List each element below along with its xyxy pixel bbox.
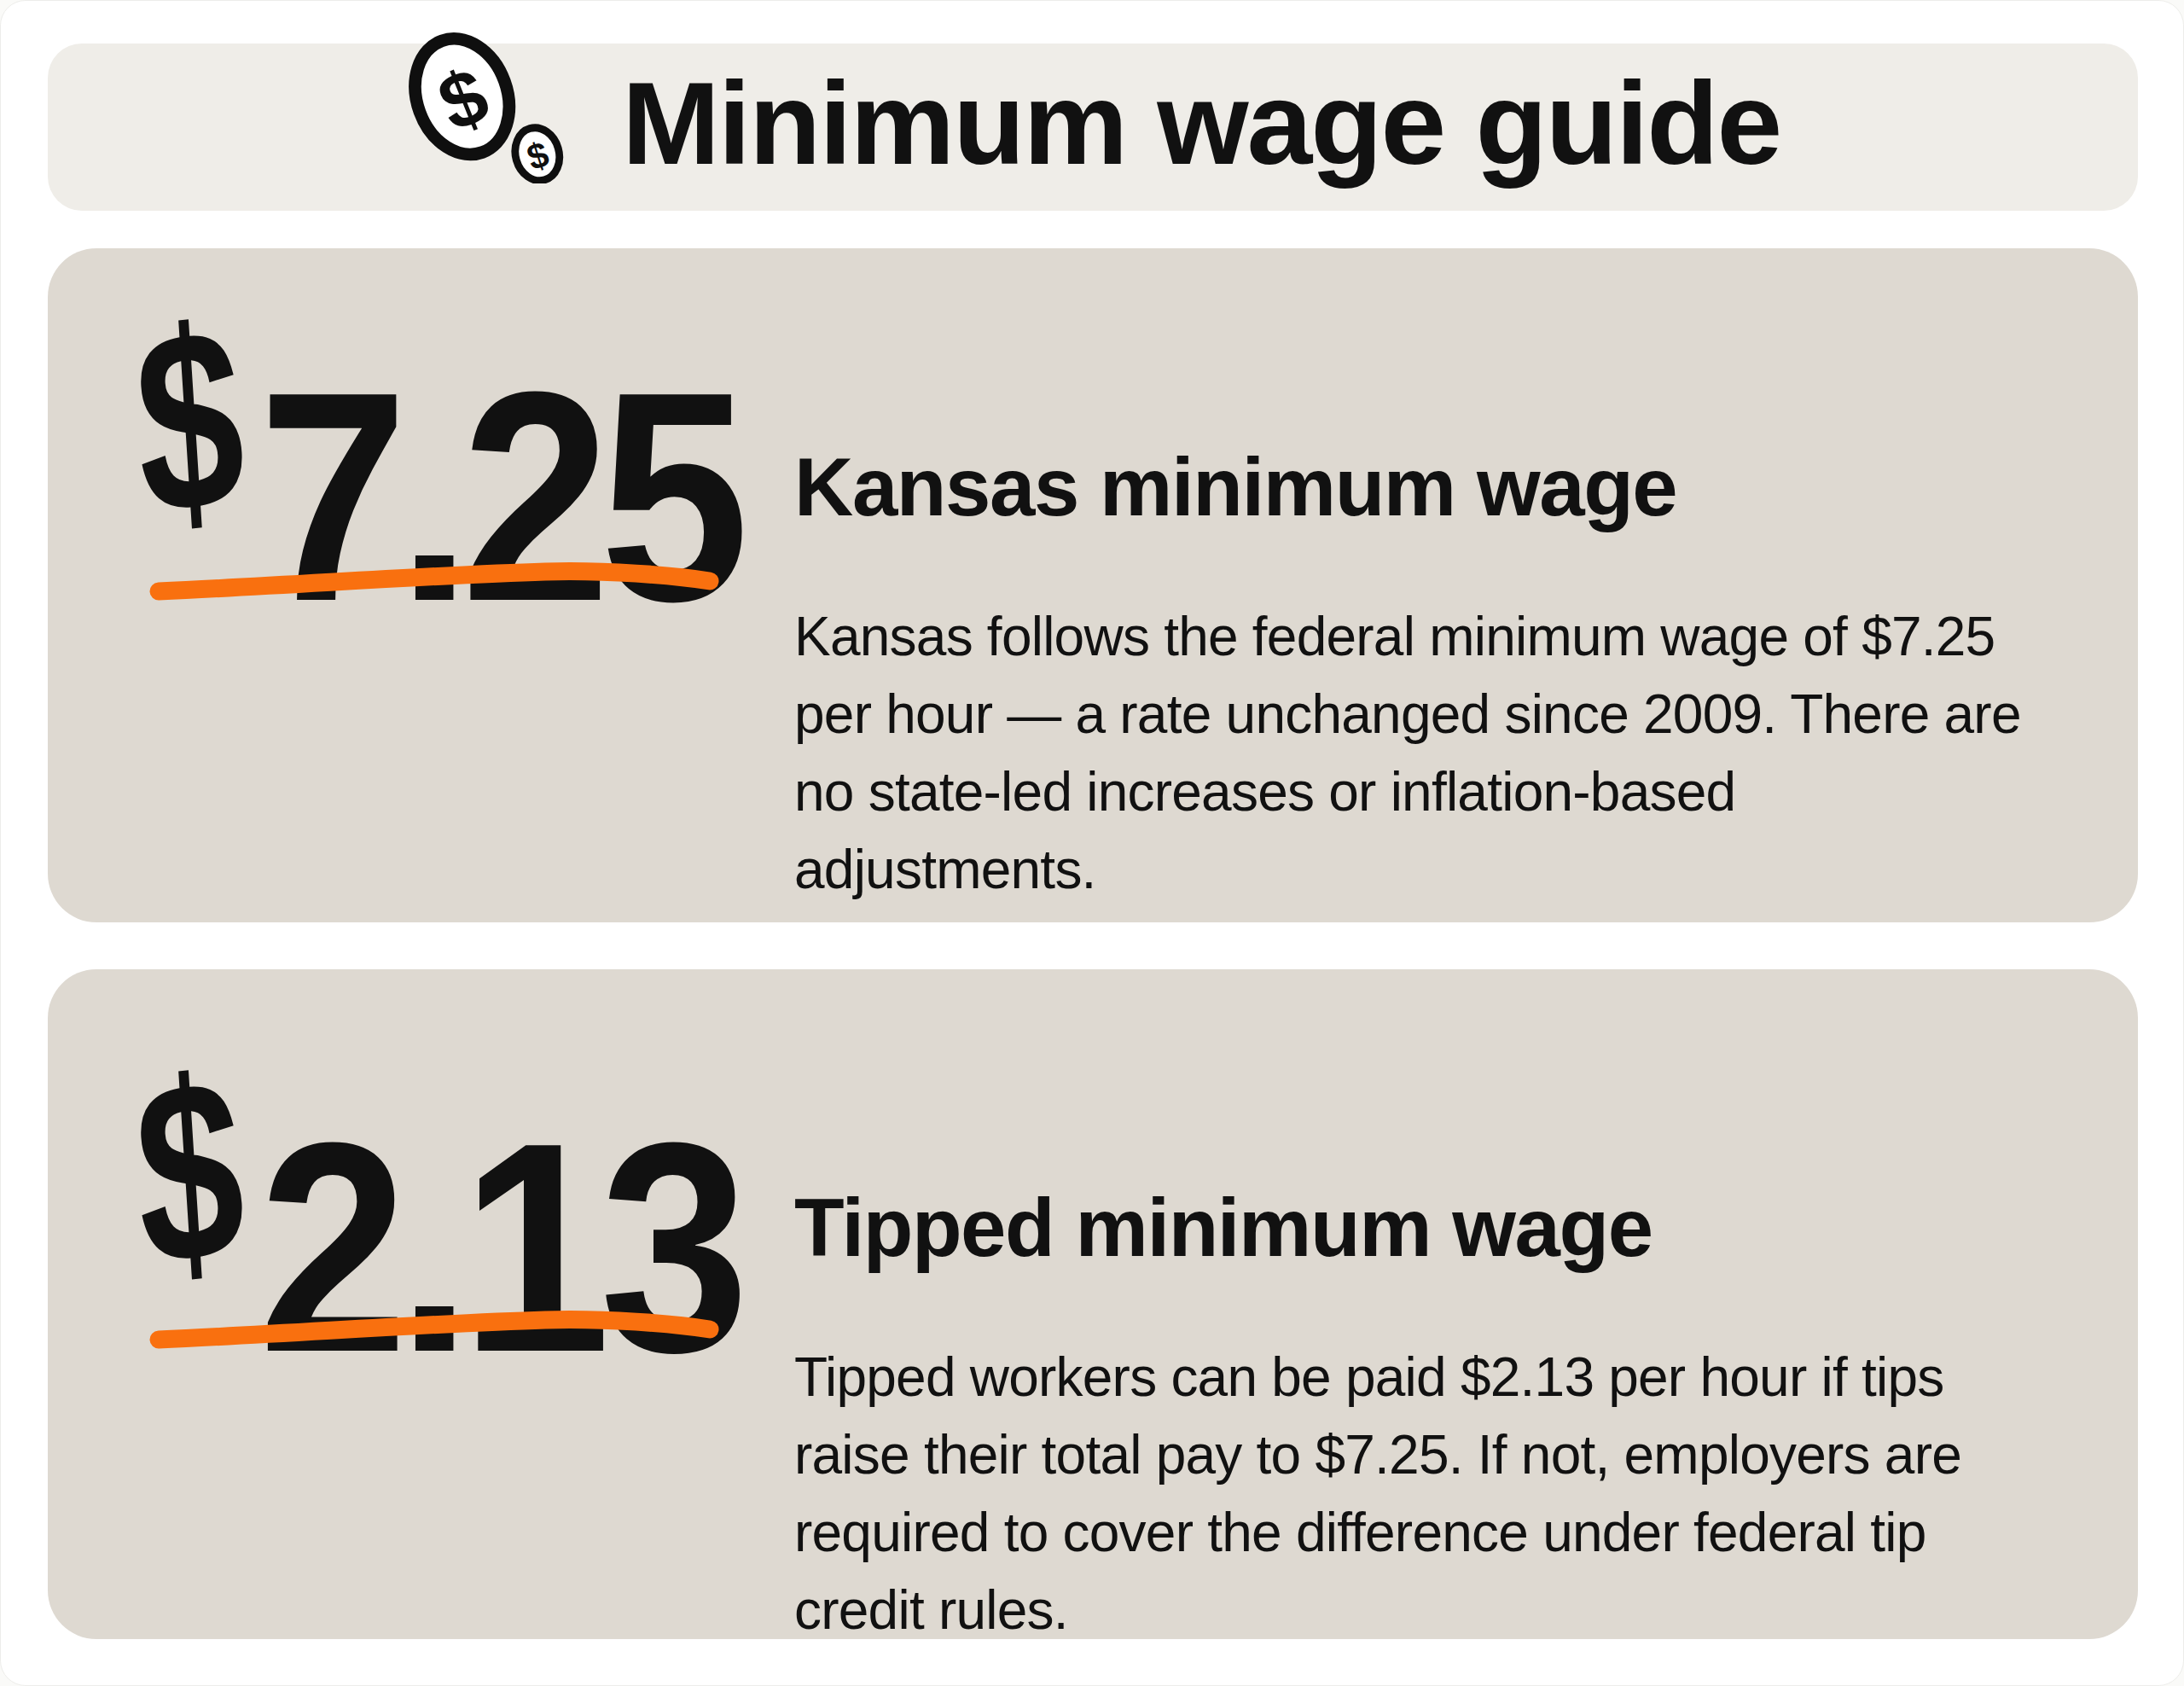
card-text-column: Kansas minimum wage Kansas follows the f… [794, 376, 2078, 963]
card-body: Kansas follows the federal minimum wage … [794, 598, 2048, 909]
coin-small-icon: $ [509, 123, 566, 183]
card-text-column: Tipped minimum wage Tipped workers can b… [794, 1117, 2078, 1686]
amount-underline [148, 561, 720, 602]
card-body: Tipped workers can be paid $2.13 per hou… [794, 1339, 2048, 1649]
amount-underline [148, 1309, 720, 1350]
header-band: $ $ Minimum wage guide [48, 44, 2138, 211]
page-title: Minimum wage guide [622, 64, 1780, 182]
card-heading: Kansas minimum wage [794, 445, 2078, 531]
currency-symbol: $ [129, 288, 241, 555]
minimum-wage-guide-page: $ $ Minimum wage guide $ 7.25 Kansas min… [0, 0, 2184, 1686]
currency-symbol: $ [129, 1039, 241, 1305]
kansas-minimum-wage-card: $ 7.25 Kansas minimum wage Kansas follow… [48, 248, 2138, 922]
tipped-minimum-wage-card: $ 2.13 Tipped minimum wage Tipped worker… [48, 969, 2138, 1639]
coin-large-icon: $ [405, 26, 525, 168]
card-heading: Tipped minimum wage [794, 1185, 2078, 1271]
dollar-coins-icon: $ $ [405, 23, 572, 183]
wage-amount-value: 2.13 [258, 1098, 739, 1397]
